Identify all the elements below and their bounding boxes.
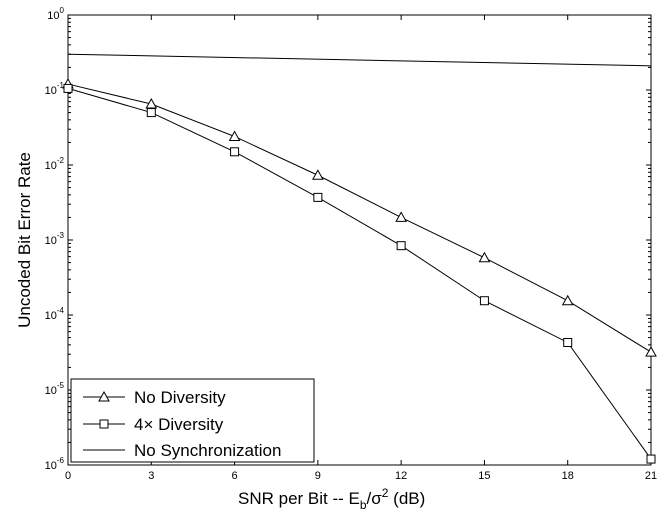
y-tick-exp: -4 bbox=[57, 306, 65, 315]
series-line bbox=[67, 83, 652, 353]
x-axis-label-sub: b bbox=[360, 498, 367, 512]
series-no-diversity bbox=[62, 78, 657, 357]
y-tick-exp: -5 bbox=[57, 381, 65, 390]
x-tick-label: 9 bbox=[315, 470, 321, 482]
data-point-triangle bbox=[561, 294, 574, 306]
x-axis-label-pre: SNR per Bit -- E bbox=[238, 489, 360, 508]
data-point-triangle bbox=[395, 211, 407, 222]
y-tick-exp: -2 bbox=[57, 156, 65, 165]
y-tick-base: 10 bbox=[45, 460, 57, 472]
y-tick-label: 10-5 bbox=[45, 381, 65, 397]
x-tick-label: 18 bbox=[562, 470, 574, 482]
x-tick-label: 12 bbox=[395, 470, 407, 482]
y-axis-label: Uncoded Bit Error Rate bbox=[15, 152, 34, 328]
y-tick-base: 10 bbox=[45, 235, 57, 247]
legend-box bbox=[70, 378, 315, 463]
x-tick-label: 6 bbox=[232, 470, 238, 482]
data-point-triangle bbox=[145, 98, 158, 109]
y-tick-label: 10-4 bbox=[45, 306, 65, 322]
y-tick-exp: 0 bbox=[60, 6, 65, 15]
y-tick-base: 10 bbox=[47, 10, 59, 22]
legend-label-no-synchronization: No Synchronization bbox=[134, 441, 281, 460]
y-tick-exp: -1 bbox=[57, 81, 65, 90]
x-axis-label-post: (dB) bbox=[388, 489, 425, 508]
data-point-triangle bbox=[645, 346, 657, 357]
data-point-square bbox=[396, 241, 406, 251]
y-tick-label: 10-2 bbox=[45, 156, 65, 172]
series-no-synchronization bbox=[67, 53, 652, 67]
x-tick-label: 21 bbox=[645, 470, 657, 482]
y-tick-base: 10 bbox=[45, 310, 57, 322]
data-point-square bbox=[63, 83, 73, 93]
data-point-square bbox=[313, 192, 323, 202]
y-tick-label: 10-3 bbox=[45, 231, 65, 247]
y-tick-exp: -6 bbox=[57, 456, 65, 465]
x-axis-label-mid: /σ bbox=[367, 489, 383, 508]
legend-label-4x-diversity: 4× Diversity bbox=[134, 415, 224, 434]
y-tick-label: 100 bbox=[47, 6, 64, 22]
y-tick-base: 10 bbox=[45, 385, 57, 397]
series-line bbox=[67, 53, 652, 67]
data-point-square bbox=[563, 337, 573, 347]
data-point-square bbox=[230, 147, 240, 157]
series-line bbox=[67, 87, 652, 460]
y-tick-label: 10-6 bbox=[45, 456, 65, 472]
y-tick-base: 10 bbox=[45, 160, 57, 172]
x-axis-label: SNR per Bit -- Eb/σ2 (dB) bbox=[238, 486, 425, 512]
legend-marker-square bbox=[99, 419, 109, 429]
data-point-triangle bbox=[228, 130, 241, 141]
y-tick-label: 10-1 bbox=[45, 81, 65, 97]
legend-marker-triangle bbox=[98, 390, 110, 402]
legend-label-no-diversity: No Diversity bbox=[134, 388, 226, 407]
x-tick-label: 15 bbox=[478, 470, 490, 482]
data-point-triangle bbox=[312, 169, 324, 180]
data-point-square bbox=[479, 296, 489, 306]
data-point-triangle bbox=[478, 251, 491, 263]
x-axis-label-sup: 2 bbox=[382, 486, 389, 500]
x-tick-label: 0 bbox=[65, 470, 71, 482]
y-tick-base: 10 bbox=[45, 85, 57, 97]
x-tick-label: 3 bbox=[148, 470, 154, 482]
legend: No Diversity 4× Diversity No Synchroniza… bbox=[70, 378, 315, 463]
series-4-diversity bbox=[63, 83, 656, 464]
y-tick-exp: -3 bbox=[57, 231, 65, 240]
series-layer bbox=[62, 53, 657, 464]
data-point-square bbox=[646, 454, 656, 464]
data-point-square bbox=[146, 108, 156, 118]
